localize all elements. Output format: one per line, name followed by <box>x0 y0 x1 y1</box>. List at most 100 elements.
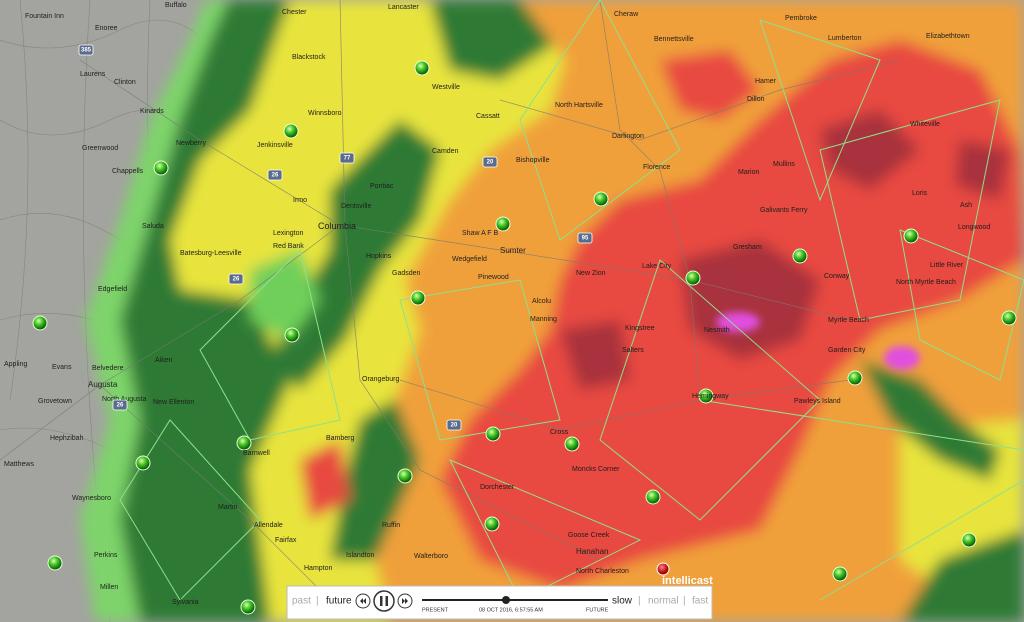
station-marker <box>847 370 863 386</box>
place-label: Dentsville <box>341 203 371 210</box>
place-label: Loris <box>912 190 928 197</box>
place-label: Nesmith <box>704 327 730 334</box>
place-label: Winnsboro <box>308 110 342 117</box>
place-label: Ash <box>960 202 972 209</box>
place-label: New Zion <box>576 270 606 277</box>
speed-normal[interactable]: normal <box>648 596 679 607</box>
place-label: Augusta <box>88 380 118 389</box>
place-label: Pembroke <box>785 15 817 22</box>
place-label: Darlington <box>612 133 644 140</box>
place-label: Hamer <box>755 78 777 85</box>
place-label: Dorchester <box>480 484 515 491</box>
place-label: Lumberton <box>828 35 862 42</box>
station-markers <box>32 60 1017 615</box>
place-label: Kingstree <box>625 325 655 332</box>
place-label: Wedgefield <box>452 256 487 263</box>
place-label: Matthews <box>4 461 34 468</box>
place-label: Ruffin <box>382 522 400 529</box>
slider-knob[interactable] <box>502 596 510 604</box>
place-label: North Augusta <box>102 396 146 403</box>
place-label: Dillon <box>747 96 765 103</box>
place-label: Manning <box>530 316 557 323</box>
station-marker <box>593 191 609 207</box>
station-marker <box>495 216 511 232</box>
station-marker <box>284 327 300 343</box>
place-label: Elizabethtown <box>926 33 970 40</box>
place-label: Marion <box>738 169 760 176</box>
station-marker <box>961 532 977 548</box>
place-label: Millen <box>100 584 118 591</box>
place-label: Red Bank <box>273 243 304 250</box>
place-label: New Ellenton <box>153 399 194 406</box>
place-label: Waynesboro <box>72 495 111 502</box>
highway-shield <box>112 399 128 411</box>
place-label: Bishopville <box>516 157 550 164</box>
past-button[interactable]: past <box>292 596 311 607</box>
playback-controls: past | future PRESENT 08 OCT 2016, 6:57:… <box>286 585 713 620</box>
station-marker <box>832 566 848 582</box>
place-label: Aiken <box>155 357 173 364</box>
place-label: Perkins <box>94 552 118 559</box>
place-label: Bennettsville <box>654 36 694 43</box>
place-label: Sylvania <box>172 599 199 606</box>
place-label: Chester <box>282 9 307 16</box>
place-label: Edgefield <box>98 286 127 293</box>
pause-button[interactable] <box>373 590 395 612</box>
place-label: North Charleston <box>576 568 629 575</box>
place-label: Blackstock <box>292 54 326 61</box>
place-label: Whiteville <box>910 121 940 128</box>
place-label: Lancaster <box>388 4 419 11</box>
place-label: Galivants Ferry <box>760 207 808 214</box>
place-label: Myrtle Beach <box>828 317 869 324</box>
station-marker <box>564 436 580 452</box>
place-label: Hopkins <box>366 253 392 260</box>
speed-fast[interactable]: fast <box>692 596 708 607</box>
station-marker <box>240 599 256 615</box>
place-label: Laurens <box>80 71 106 78</box>
place-label: Grovetown <box>38 398 72 405</box>
future-button[interactable]: future <box>326 596 352 607</box>
highway-number: 77 <box>344 156 351 162</box>
place-label: Saluda <box>142 223 164 230</box>
speed-slow[interactable]: slow <box>612 596 633 607</box>
place-label: Lake City <box>642 263 672 270</box>
station-marker <box>698 388 714 404</box>
place-label: Cheraw <box>614 11 639 18</box>
place-labels: Fountain Inn Enoree Buffalo Chester Lanc… <box>4 2 990 606</box>
place-label: Greenwood <box>82 145 118 152</box>
place-label: Batesburg-Leesville <box>180 250 242 257</box>
place-label: Jenkinsville <box>257 142 293 149</box>
logo: intellicast <box>656 562 713 587</box>
place-label: Gadsden <box>392 270 421 277</box>
highway-shield <box>267 169 283 181</box>
place-label: Cross <box>550 429 569 436</box>
forward-icon <box>402 598 408 604</box>
place-label: Clinton <box>114 79 136 86</box>
station-marker <box>903 228 919 244</box>
station-marker <box>283 123 299 139</box>
station-marker <box>685 270 701 286</box>
highway-shield <box>577 232 593 244</box>
place-label: Walterboro <box>414 553 448 560</box>
place-label: Newberry <box>176 140 206 147</box>
place-label: Hampton <box>304 565 333 572</box>
place-label: Fairfax <box>275 537 297 544</box>
separator: | <box>638 596 641 607</box>
place-label: Evans <box>52 364 72 371</box>
place-label: Islandton <box>346 552 375 559</box>
place-label: Shaw A F B <box>462 230 499 237</box>
place-label: Fountain Inn <box>25 13 64 20</box>
place-label: Kinards <box>140 108 164 115</box>
place-label: Buffalo <box>165 2 187 9</box>
place-label: Columbia <box>318 221 356 231</box>
place-label: Barnwell <box>243 450 270 457</box>
highway-shield <box>482 156 498 168</box>
place-label: Allendale <box>254 522 283 529</box>
extreme-echoes <box>716 312 920 370</box>
place-label: Pinewood <box>478 274 509 281</box>
highway-shields: 385 26 77 20 95 26 20 26 <box>78 44 593 431</box>
highway-number: 20 <box>451 423 458 429</box>
station-marker <box>485 426 501 442</box>
highway-number: 385 <box>81 48 92 54</box>
place-label: Hemingway <box>692 393 729 400</box>
